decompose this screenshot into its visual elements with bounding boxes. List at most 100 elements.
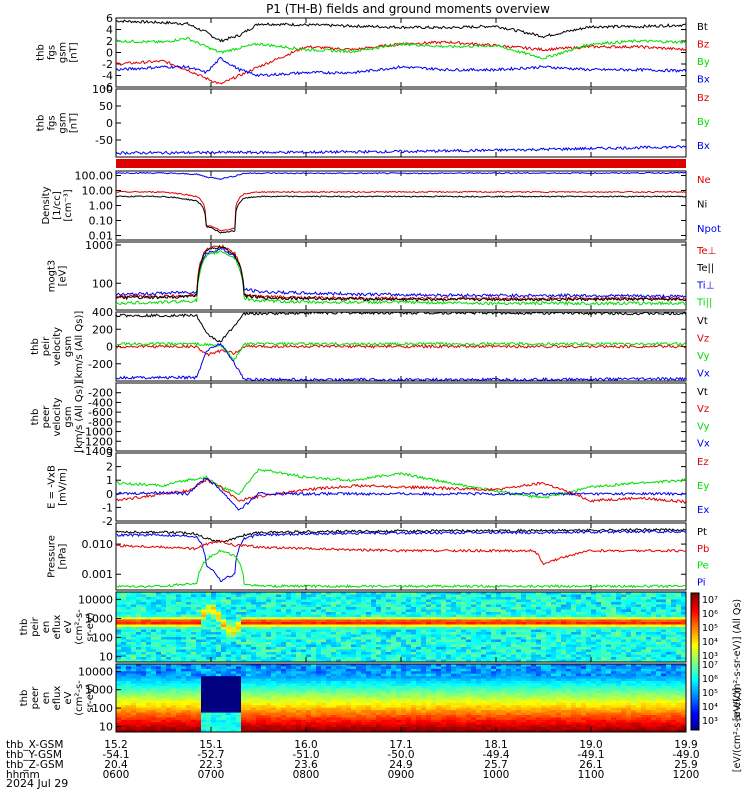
- spectrogram-cell: [506, 619, 512, 623]
- spectrogram-cell: [651, 617, 657, 620]
- spectrogram-cell: [151, 685, 157, 689]
- spectrogram-cell: [306, 719, 312, 723]
- spectrogram-cell: [321, 654, 327, 658]
- spectrogram-cell: [536, 649, 542, 653]
- spectrogram-cell: [341, 664, 347, 667]
- spectrogram-cell: [336, 693, 342, 696]
- spectrogram-cell: [491, 659, 497, 663]
- spectrogram-cell: [116, 717, 122, 721]
- spectrogram-cell: [431, 602, 437, 605]
- spectrogram-cell: [321, 681, 327, 684]
- spectrogram-cell: [246, 599, 252, 603]
- spectrogram-cell: [381, 642, 387, 645]
- spectrogram-cell: [331, 664, 337, 667]
- spectrogram-cell: [356, 676, 362, 679]
- spectrogram-cell: [406, 619, 412, 623]
- spectrogram-cell: [396, 619, 402, 623]
- spectrogram-cell: [166, 604, 172, 608]
- spectrogram-cell: [656, 632, 662, 635]
- spectrogram-cell: [306, 707, 312, 711]
- spectrogram-cell: [216, 627, 222, 630]
- spectrogram-cell: [516, 652, 522, 655]
- spectrogram-cell: [581, 614, 587, 618]
- spectrogram-cell: [136, 678, 142, 682]
- spectrogram-cell: [426, 612, 432, 615]
- spectrogram-cell: [496, 637, 502, 640]
- spectrogram-cell: [256, 599, 262, 603]
- spectrogram-cell: [271, 724, 277, 728]
- spectrogram-cell: [581, 617, 587, 620]
- spectrogram-cell: [546, 592, 552, 595]
- spectrogram-cell: [641, 627, 647, 630]
- spectrogram-cell: [626, 609, 632, 613]
- spectrogram-cell: [241, 695, 247, 699]
- spectrogram-cell: [381, 637, 387, 640]
- spectrogram-cell: [206, 666, 212, 670]
- spectrogram-cell: [561, 597, 567, 600]
- spectrogram-cell: [641, 657, 647, 660]
- spectrogram-cell: [341, 707, 347, 711]
- spectrogram-cell: [206, 685, 212, 689]
- spectrogram-cell: [596, 627, 602, 630]
- y-tick-label: 200: [92, 323, 113, 336]
- spectrogram-cell: [381, 622, 387, 625]
- spectrogram-cell: [131, 678, 137, 682]
- spectrogram-cell: [311, 727, 317, 730]
- spectrogram-cell: [286, 666, 292, 670]
- spectrogram-cell: [281, 724, 287, 728]
- spectrogram-cell: [531, 639, 537, 643]
- spectrogram-cell: [331, 629, 337, 633]
- spectrogram-cell: [511, 619, 517, 623]
- spectrogram-cell: [496, 602, 502, 605]
- spectrogram-cell: [681, 624, 687, 628]
- spectrogram-cell: [391, 594, 397, 598]
- spectrogram-cell: [281, 644, 287, 648]
- spectrogram-cell: [206, 634, 212, 638]
- spectrogram-cell: [166, 639, 172, 643]
- spectrogram-cell: [371, 729, 377, 733]
- spectrogram-cell: [176, 624, 182, 628]
- legend-entry: Vt: [697, 387, 708, 398]
- spectrogram-cell: [341, 644, 347, 648]
- spectrogram-cell: [531, 642, 537, 645]
- spectrogram-cell: [136, 695, 142, 699]
- spectrogram-cell: [566, 594, 572, 598]
- spectrogram-cell: [641, 634, 647, 638]
- spectrogram-cell: [216, 678, 222, 682]
- spectrogram-cell: [436, 594, 442, 598]
- spectrogram-cell: [116, 649, 122, 653]
- spectrogram-cell: [161, 668, 167, 672]
- spectrogram-cell: [661, 607, 667, 610]
- spectrogram-cell: [126, 624, 132, 628]
- spectrogram-cell: [331, 700, 337, 704]
- spectrogram-cell: [156, 629, 162, 633]
- spectrogram-cell: [256, 678, 262, 682]
- spectrogram-cell: [671, 644, 677, 648]
- spectrogram-cell: [261, 594, 267, 598]
- spectrogram-cell: [356, 695, 362, 699]
- spectrogram-cell: [341, 649, 347, 653]
- spectrogram-cell: [286, 649, 292, 653]
- spectrogram-cell: [326, 652, 332, 655]
- spectrogram-cell: [191, 629, 197, 633]
- spectrogram-cell: [311, 609, 317, 613]
- spectrogram-cell: [576, 629, 582, 633]
- spectrogram-cell: [366, 607, 372, 610]
- spectrogram-cell: [296, 727, 302, 730]
- spectrogram-cell: [341, 627, 347, 630]
- spectrogram-cell: [436, 649, 442, 653]
- spectrogram-cell: [281, 637, 287, 640]
- spectrogram-cell: [291, 644, 297, 648]
- spectrogram-cell: [646, 659, 652, 663]
- spectrogram-cell: [666, 612, 672, 615]
- spectrogram-cell: [361, 627, 367, 630]
- spectrogram-cell: [311, 681, 317, 684]
- spectrogram-cell: [146, 604, 152, 608]
- series-Te⊥: [116, 244, 686, 301]
- spectrogram-cell: [336, 602, 342, 605]
- spectrogram-cell: [456, 614, 462, 618]
- spectrogram-cell: [221, 688, 227, 692]
- spectrogram-cell: [486, 624, 492, 628]
- spectrogram-cell: [151, 642, 157, 645]
